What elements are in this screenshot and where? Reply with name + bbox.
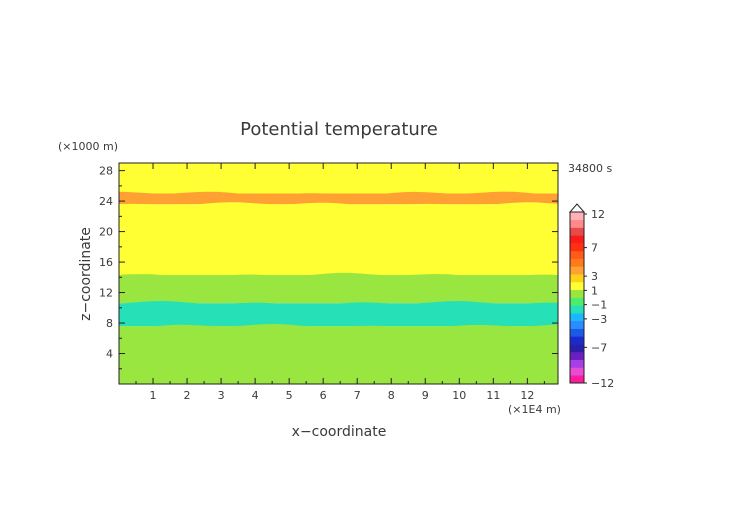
chart-title: Potential temperature [240,119,438,140]
y-tick-label: 12 [99,287,113,300]
x-tick-label: 8 [388,389,395,402]
layer-0 [119,326,558,384]
colorbar-segment [570,212,584,221]
x-tick-label: 3 [218,389,225,402]
y-unit-label: (×1000 m) [58,140,118,153]
x-tick-label: 10 [452,389,466,402]
x-tick-label: 4 [252,389,259,402]
x-unit-label: (×1E4 m) [508,403,561,416]
colorbar-segment [570,367,584,376]
x-tick-label: 2 [184,389,191,402]
layer-4 [119,193,558,205]
colorbar-segment [570,297,584,306]
colorbar-label: −7 [591,341,607,354]
y-tick-label: 24 [99,195,113,208]
y-tick-label: 8 [106,317,113,330]
colorbar: 12 7 31 −1−3 −7 −12 [568,203,614,390]
colorbar-segment [570,243,584,252]
layer-boundary-3 [119,272,558,280]
colorbar-label: −1 [591,299,607,312]
layer-boundary-1 [119,324,558,331]
y-tick-label: 4 [106,348,113,361]
colorbar-segment [570,359,584,368]
colorbar-segment [570,235,584,244]
layer-1 [119,303,558,327]
colorbar-segment [570,336,584,345]
colorbar-segment [570,344,584,353]
colorbar-segment [570,328,584,337]
colorbar-segment [570,320,584,329]
layer-5 [119,163,558,194]
colorbar-segment [570,250,584,259]
colorbar-segment [570,375,584,384]
x-tick-label: 11 [486,389,500,402]
y-tick-label: 28 [99,165,113,178]
layer-boundary-5 [119,191,558,198]
colorbar-segment [570,305,584,314]
colorbar-segment [570,266,584,275]
colorbar-extend-arrow [568,203,586,213]
layer-boundary-2 [119,301,558,308]
x-axis-label: x−coordinate [292,424,387,440]
time-label: 34800 s [568,162,612,175]
x-tick-label: 9 [422,389,429,402]
colorbar-segment [570,227,584,236]
x-tick-label: 5 [286,389,293,402]
colorbar-label: 12 [591,208,605,221]
plot-frame [118,162,559,385]
plot-area [119,163,558,384]
colorbar-label: 3 [591,270,598,283]
colorbar-label: 1 [591,284,598,297]
x-axis: 1 2 3 4 5 6 7 8 9 10 11 12 [135,163,545,402]
x-tick-label: 7 [354,389,361,402]
y-tick-label: 20 [99,226,113,239]
colorbar-label: −3 [591,313,607,326]
colorbar-segment [570,281,584,291]
colorbar-segment [570,313,584,322]
x-tick-label: 1 [150,389,157,402]
colorbar-frame [569,211,585,384]
y-tick-label: 16 [99,256,113,269]
colorbar-label: −12 [591,377,614,390]
colorbar-segment [570,219,584,228]
y-axis: 4 8 12 16 20 24 28 [99,165,558,370]
colorbar-segment [570,351,584,360]
layer-2 [119,275,558,304]
y-axis-label: z−coordinate [78,227,94,321]
colorbar-segment [570,289,584,298]
x-tick-label: 12 [520,389,534,402]
layer-boundary-4 [119,202,558,209]
layer-boundaries [119,191,558,331]
colorbar-segment [570,258,584,267]
layer-3 [119,204,558,276]
x-tick-label: 6 [320,389,327,402]
colorbar-label: 7 [591,242,598,255]
colorbar-segment [570,274,584,283]
